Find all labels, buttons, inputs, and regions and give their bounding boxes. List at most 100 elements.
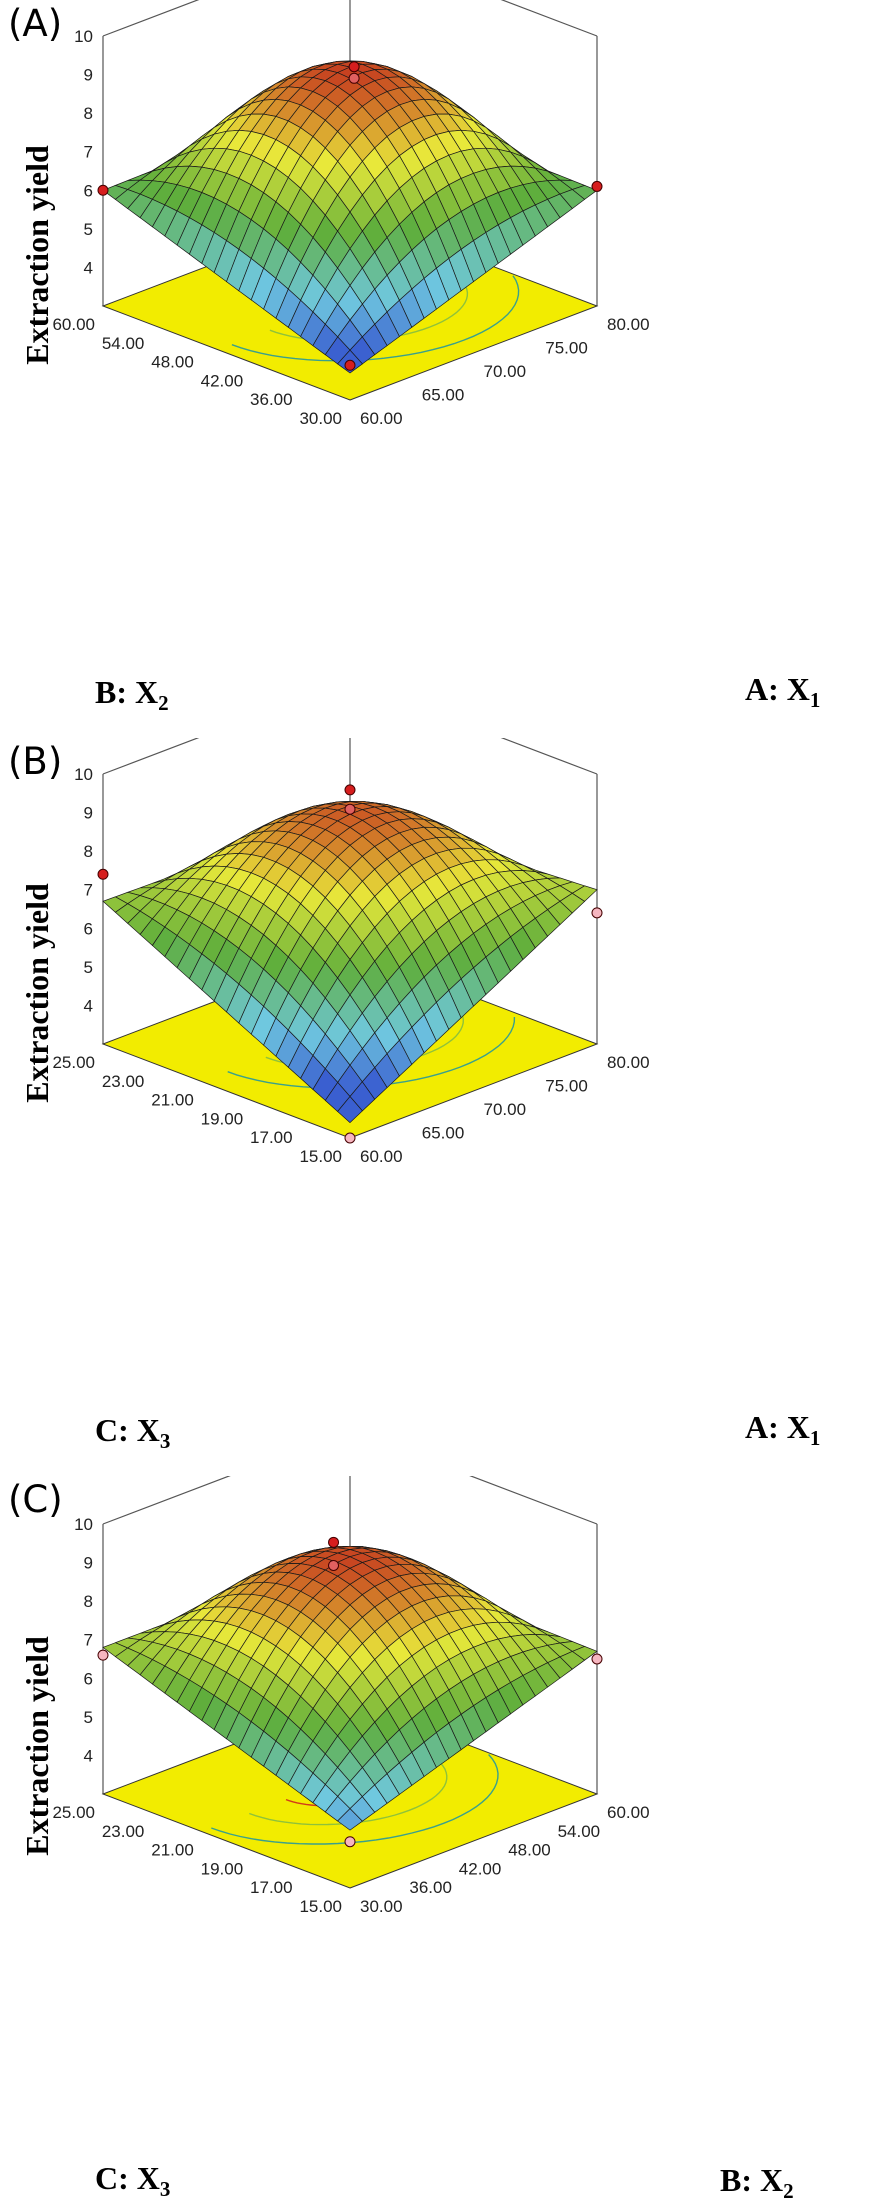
z-tick-label: 4 (84, 996, 93, 1015)
y-tick-label: 25.00 (52, 1803, 95, 1822)
x-tick-label: 75.00 (545, 1077, 588, 1096)
box-edge (102, 1476, 231, 1525)
x-axis-label: A: X1 (745, 671, 820, 712)
box-edge (469, 1476, 598, 1525)
design-point (348, 61, 360, 73)
y-tick-label: 23.00 (102, 1072, 145, 1091)
y-tick-label: 15.00 (299, 1897, 342, 1916)
contour-line (249, 1748, 448, 1826)
panel-label: (C) (8, 1478, 63, 1521)
y-tick-label: 19.00 (201, 1109, 244, 1128)
x-tick-label: 60.00 (360, 409, 403, 428)
x-axis-label-sub: 1 (810, 688, 821, 712)
tick-labels: 4 5 6 7 8 9 10 30.00 36.00 42.00 48.00 54.00 60.00 60… (52, 27, 649, 428)
z-tick-label: 10 (74, 765, 93, 784)
x-tick-label: 70.00 (484, 1100, 527, 1119)
design-point (591, 1653, 603, 1665)
surface-plot: 4 5 6 7 8 9 10 15.00 17.00 19.00 21.00 23.00 25.00 60… (19, 738, 820, 1453)
contour-line (227, 1016, 516, 1089)
y-tick-label: 60.00 (52, 315, 95, 334)
tick-labels: 4 5 6 7 8 9 10 15.00 17.00 19.00 21.00 23.00 25.00 60… (52, 765, 649, 1166)
z-axis-label: Extraction yield (19, 1636, 55, 1856)
z-tick-label: 8 (84, 842, 93, 861)
z-tick-label: 5 (84, 958, 93, 977)
design-points (97, 1536, 603, 1848)
design-points (97, 61, 603, 371)
z-tick-label: 7 (84, 143, 93, 162)
x-tick-label: 36.00 (409, 1878, 452, 1897)
x-tick-label: 48.00 (508, 1841, 551, 1860)
x-tick-label: 75.00 (545, 339, 588, 358)
y-axis-label: B: X2 (95, 674, 169, 715)
y-tick-label: 48.00 (151, 353, 194, 372)
z-tick-label: 4 (84, 1746, 93, 1765)
z-tick-label: 6 (84, 1669, 93, 1688)
z-tick-label: 9 (84, 1554, 93, 1573)
y-tick-label: 17.00 (250, 1878, 293, 1897)
box-edge (102, 0, 200, 37)
box-edge (500, 0, 598, 37)
x-axis-label: A: X1 (745, 1409, 820, 1450)
x-axis-label-text: B: X (720, 2162, 783, 2198)
x-tick-label: 65.00 (422, 386, 465, 405)
y-tick-label: 42.00 (201, 371, 244, 390)
y-tick-label: 54.00 (102, 334, 145, 353)
panel-c: (C) 4 5 6 7 8 9 10 15.00 17.00 19.00 21.00 23.00 25.… (0, 1476, 883, 2203)
y-tick-label: 19.00 (201, 1859, 244, 1878)
x-tick-label: 70.00 (484, 362, 527, 381)
z-tick-label: 8 (84, 104, 93, 123)
z-tick-label: 9 (84, 66, 93, 85)
x-tick-label: 54.00 (558, 1822, 601, 1841)
box-edge (500, 738, 598, 775)
design-point (328, 1559, 340, 1571)
x-tick-label: 80.00 (607, 315, 650, 334)
y-axis-label-sub: 3 (160, 2177, 171, 2201)
y-tick-label: 17.00 (250, 1128, 293, 1147)
y-axis-label-sub: 3 (160, 1429, 171, 1453)
design-point (344, 359, 356, 371)
z-tick-label: 6 (84, 181, 93, 200)
panel-label: (A) (8, 2, 63, 45)
x-axis-label-sub: 2 (783, 2179, 794, 2203)
z-axis-label: Extraction yield (19, 883, 55, 1103)
design-point (97, 868, 109, 880)
y-tick-label: 23.00 (102, 1822, 145, 1841)
x-tick-label: 60.00 (607, 1803, 650, 1822)
x-tick-label: 60.00 (360, 1147, 403, 1166)
z-axis-label: Extraction yield (19, 145, 55, 365)
y-tick-label: 30.00 (299, 409, 342, 428)
design-point (344, 1836, 356, 1848)
z-tick-label: 5 (84, 1708, 93, 1727)
surface-cell (337, 1808, 363, 1831)
panel-a: (A) 4 5 6 7 8 9 10 30.00 36.00 42.00 48.00 54.00 60.… (0, 0, 883, 720)
design-points (97, 784, 603, 1144)
panel-label: (B) (8, 740, 63, 783)
y-tick-label: 36.00 (250, 390, 293, 409)
y-axis-label-text: C: X (95, 2160, 160, 2196)
y-tick-label: 21.00 (151, 1841, 194, 1860)
design-point (348, 72, 360, 84)
z-tick-label: 6 (84, 919, 93, 938)
z-tick-label: 4 (84, 258, 93, 277)
z-tick-label: 10 (74, 1515, 93, 1534)
surface-plot: 4 5 6 7 8 9 10 15.00 17.00 19.00 21.00 23.00 25.00 30… (19, 1476, 794, 2203)
z-tick-label: 10 (74, 27, 93, 46)
surface-cell (337, 1095, 363, 1124)
y-axis-label-text: B: X (95, 674, 158, 710)
y-tick-label: 25.00 (52, 1053, 95, 1072)
x-axis-label-text: A: X (745, 671, 810, 707)
y-tick-label: 21.00 (151, 1091, 194, 1110)
z-tick-label: 7 (84, 1631, 93, 1650)
z-tick-label: 7 (84, 881, 93, 900)
x-axis-label-text: A: X (745, 1409, 810, 1445)
x-axis-label: B: X2 (720, 2162, 794, 2203)
response-surface (102, 800, 598, 1124)
surface-plot: 4 5 6 7 8 9 10 30.00 36.00 42.00 48.00 54.00 60.00 60… (19, 0, 820, 715)
contour-line (211, 1754, 499, 1845)
y-axis-label-sub: 2 (158, 691, 169, 715)
y-axis-label-text: C: X (95, 1412, 160, 1448)
design-point (97, 184, 109, 196)
z-tick-label: 8 (84, 1592, 93, 1611)
x-tick-label: 80.00 (607, 1053, 650, 1072)
design-point (97, 1649, 109, 1661)
